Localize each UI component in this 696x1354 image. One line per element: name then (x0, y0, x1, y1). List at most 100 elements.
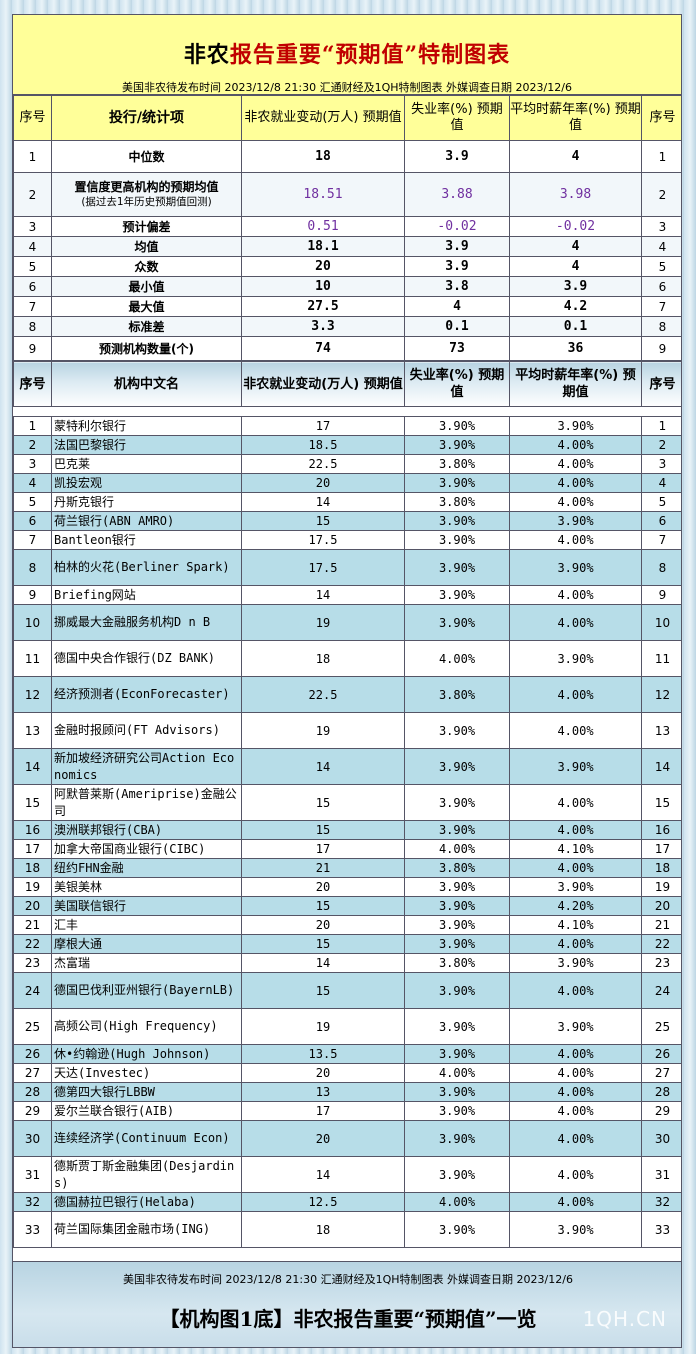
nfp-value: 12.5 (241, 1192, 405, 1212)
institution-row: 21 汇丰 20 3.90% 4.10% 21 (13, 915, 681, 935)
nfp-value: 20 (241, 877, 405, 897)
institution-name: 经济预测者(EconForecaster) (51, 676, 242, 713)
institution-row: 5 丹斯克银行 14 3.80% 4.00% 5 (13, 492, 681, 512)
wage-value: 4.10% (509, 915, 642, 935)
row-number-right: 6 (641, 276, 681, 297)
institution-name: 丹斯克银行 (51, 492, 242, 512)
institution-row: 12 经济预测者(EconForecaster) 22.5 3.80% 4.00% 12 (13, 676, 681, 713)
institution-row: 11 德国中央合作银行(DZ BANK) 18 4.00% 3.90% 11 (13, 640, 681, 677)
unemployment-value: 3.80% (404, 454, 510, 474)
nfp-value: 19 (241, 604, 405, 641)
row-number-right: 32 (641, 1192, 681, 1212)
row-number: 14 (13, 748, 52, 785)
row-number-right: 19 (641, 877, 681, 897)
nfp-value: 15 (241, 820, 405, 840)
header-nfp: 非农就业变动(万人) 预期值 (241, 95, 405, 141)
row-label-main: 置信度更高机构的预期均值 (74, 180, 219, 194)
unemployment-value: 3.90% (404, 511, 510, 531)
row-number: 10 (13, 604, 52, 641)
row-number-right: 5 (641, 492, 681, 512)
unemployment-value: 3.90% (404, 1008, 510, 1045)
unemployment-value: 3.90% (404, 1082, 510, 1102)
row-label: 标准差 (51, 316, 242, 337)
unemployment-value: 4.00% (404, 1192, 510, 1212)
row-number: 29 (13, 1101, 52, 1121)
row-number: 11 (13, 640, 52, 677)
row-number-right: 4 (641, 473, 681, 493)
institution-name: 高频公司(High Frequency) (51, 1008, 242, 1045)
row-number: 4 (13, 473, 52, 493)
unemployment-value: 0.1 (404, 316, 510, 337)
nfp-value: 74 (241, 336, 405, 361)
institution-name: 柏林的火花(Berliner Spark) (51, 549, 242, 586)
report-header: 非农报告重要“预期值”特制图表 美国非农待发布时间 2023/12/8 21:3… (13, 15, 681, 95)
row-number: 13 (13, 712, 52, 749)
row-number-right: 8 (641, 549, 681, 586)
row-label-note: (据过去1年历史预期值回测) (81, 196, 212, 208)
row-label: 预计偏差 (51, 216, 242, 237)
row-number-right: 18 (641, 858, 681, 878)
institution-row: 9 Briefing网站 14 3.90% 4.00% 9 (13, 585, 681, 605)
nfp-value: 17 (241, 416, 405, 436)
institution-row: 32 德国赫拉巴银行(Helaba) 12.5 4.00% 4.00% 32 (13, 1192, 681, 1212)
row-number-right: 6 (641, 511, 681, 531)
row-number-right: 3 (641, 216, 681, 237)
unemployment-value: 3.90% (404, 1156, 510, 1193)
nfp-value: 19 (241, 712, 405, 749)
row-number: 7 (13, 296, 52, 317)
row-number: 23 (13, 953, 52, 973)
row-number: 2 (13, 435, 52, 455)
row-number: 31 (13, 1156, 52, 1193)
institution-name: 纽约FHN金融 (51, 858, 242, 878)
wage-value: 4.00% (509, 435, 642, 455)
row-number: 18 (13, 858, 52, 878)
watermark-logo: 1QH.CN (582, 1307, 667, 1331)
wage-value: 4 (509, 140, 642, 173)
unemployment-value: 3.90% (404, 915, 510, 935)
inst-header-seq: 序号 (13, 361, 52, 407)
footer-title: 【机构图1底】非农报告重要“预期值”一览 (159, 1307, 537, 1331)
summary-row: 6 最小值 10 3.8 3.9 6 (13, 276, 681, 297)
institution-name: 天达(Investec) (51, 1063, 242, 1083)
row-label: 预测机构数量(个) (51, 336, 242, 361)
institution-name: 杰富瑞 (51, 953, 242, 973)
institution-name: 休•约翰逊(Hugh Johnson) (51, 1044, 242, 1064)
nfp-value: 14 (241, 1156, 405, 1193)
institution-row: 33 荷兰国际集团金融市场(ING) 18 3.90% 3.90% 33 (13, 1211, 681, 1248)
wage-value: 4.20% (509, 896, 642, 916)
institution-header-row: 序号 机构中文名 非农就业变动(万人) 预期值 失业率(%) 预期值 平均时薪年… (13, 361, 681, 407)
header-seq: 序号 (13, 95, 52, 141)
institution-name: 蒙特利尔银行 (51, 416, 242, 436)
wage-value: 3.90% (509, 748, 642, 785)
wage-value: 4.00% (509, 712, 642, 749)
wage-value: 4 (509, 236, 642, 257)
unemployment-value: 3.90% (404, 1101, 510, 1121)
row-number: 15 (13, 784, 52, 821)
unemployment-value: 3.90% (404, 820, 510, 840)
institution-name: 德第四大银行LBBW (51, 1082, 242, 1102)
institution-row: 27 天达(Investec) 20 4.00% 4.00% 27 (13, 1063, 681, 1083)
nfp-value: 20 (241, 256, 405, 277)
wage-value: 36 (509, 336, 642, 361)
wage-value: 4.00% (509, 934, 642, 954)
row-number: 19 (13, 877, 52, 897)
wage-value: 4.00% (509, 530, 642, 550)
unemployment-value: 3.9 (404, 140, 510, 173)
wage-value: 4.00% (509, 604, 642, 641)
institution-row: 6 荷兰银行(ABN AMRO) 15 3.90% 3.90% 6 (13, 511, 681, 531)
wage-value: 3.90% (509, 416, 642, 436)
row-number-right: 14 (641, 748, 681, 785)
institution-row: 18 纽约FHN金融 21 3.80% 4.00% 18 (13, 858, 681, 878)
row-number-right: 29 (641, 1101, 681, 1121)
report-footer: 美国非农待发布时间 2023/12/8 21:30 汇通财经及1QH特制图表 外… (13, 1261, 681, 1347)
wage-value: 4.2 (509, 296, 642, 317)
institution-name: 德国巴伐利亚州银行(BayernLB) (51, 972, 242, 1009)
unemployment-value: 3.80% (404, 953, 510, 973)
institution-row: 30 连续经济学(Continuum Econ) 20 3.90% 4.00% 30 (13, 1120, 681, 1157)
nfp-value: 17 (241, 1101, 405, 1121)
unemployment-value: 3.90% (404, 896, 510, 916)
institution-row: 20 美国联信银行 15 3.90% 4.20% 20 (13, 896, 681, 916)
nfp-value: 15 (241, 511, 405, 531)
row-number: 16 (13, 820, 52, 840)
unemployment-value: -0.02 (404, 216, 510, 237)
